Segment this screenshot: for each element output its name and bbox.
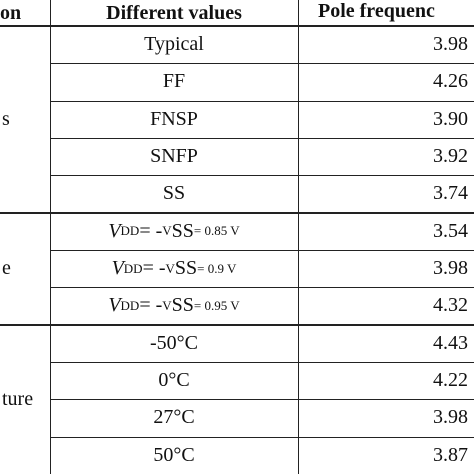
group-label: ture [2,387,34,410]
value-part: DD [120,297,140,313]
rule [298,0,299,474]
value-part: = - [142,257,166,280]
pole-cell: 4.26 [433,70,468,93]
value-cell: V DD = - V SS = 0.95 V [50,287,298,324]
rule [0,323,474,326]
rule [50,399,474,401]
value-part: DD [123,260,143,276]
value-cell: FNSP [150,107,198,130]
value-part: = - [139,294,163,317]
rule [0,25,474,27]
value-cell: V DD = - V SS = 0.85 V [50,213,298,250]
pole-cell: 3.98 [433,33,468,56]
pole-cell: 3.92 [433,145,468,168]
rule [50,100,474,102]
value-cell: 27°C [153,406,195,429]
rule [50,287,474,289]
value-part: = - [139,219,163,242]
value-part: DD [120,223,140,239]
pole-cell: 4.43 [433,331,468,354]
rule [50,137,474,139]
value-cell: 0°C [158,369,190,392]
header-cell: Different values [106,1,242,24]
pole-cell: 3.74 [433,182,468,205]
pole-cell: 4.32 [433,294,468,317]
pole-cell: 3.54 [433,219,468,242]
value-cell: SS [162,182,186,205]
rule [50,361,474,363]
value-cell: FF [162,70,186,93]
pole-cell: 4.22 [433,369,468,392]
value-part: = 0.9 V [197,260,237,276]
value-cell: 50°C [153,443,195,466]
header-cell: Pole frequenc [318,0,435,22]
rule [50,175,474,177]
rule [50,436,474,438]
value-part: = 0.95 V [193,297,240,313]
value-part: V [108,219,121,242]
value-part: SS [174,257,198,280]
group-label: s [2,107,10,130]
group-label: e [2,257,11,280]
value-cell: V DD = - V SS = 0.9 V [50,250,298,287]
value-part: V [111,257,124,280]
value-part: V [162,297,172,313]
value-part: V [108,294,121,317]
value-part: V [165,260,175,276]
value-part: SS [171,294,194,317]
value-cell: -50°C [150,331,198,354]
rule [0,211,474,214]
rule [50,0,51,474]
rule [50,63,474,65]
pole-cell: 3.98 [433,406,468,429]
value-part: V [162,223,172,239]
pole-cell: 3.87 [433,443,468,466]
value-part: = 0.85 V [193,223,240,239]
value-cell: Typical [144,33,204,56]
rule [50,249,474,251]
value-part: SS [171,219,194,242]
pole-cell: 3.90 [433,107,468,130]
value-cell: SNFP [150,145,198,168]
pole-cell: 3.98 [433,257,468,280]
header-cell: on [0,1,22,24]
